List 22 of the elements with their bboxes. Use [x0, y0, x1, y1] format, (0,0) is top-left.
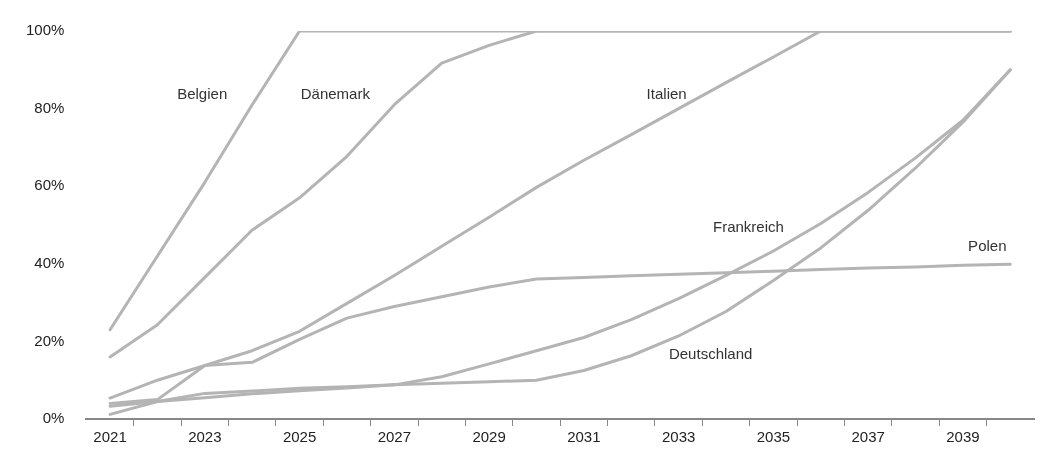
x-tick-label: 2027 — [377, 428, 412, 446]
y-tick-label: 40% — [34, 253, 65, 271]
series-label: Belgien — [177, 84, 228, 102]
x-tick-label: 2029 — [472, 428, 506, 446]
series-label: Deutschland — [668, 345, 753, 363]
x-tick-label: 2025 — [282, 428, 317, 446]
x-tick-label: 2023 — [188, 428, 222, 446]
x-tick-label: 2035 — [756, 428, 791, 446]
series-label: Dänemark — [300, 84, 371, 102]
series-label: Polen — [968, 237, 1007, 255]
x-tick-label: 2021 — [93, 428, 127, 446]
y-tick-label: 20% — [34, 331, 65, 349]
series-label: Italien — [646, 84, 687, 102]
series-label: Frankreich — [712, 218, 784, 236]
y-tick-label: 100% — [25, 21, 65, 39]
x-tick-label: 2037 — [851, 428, 885, 446]
y-tick-label: 80% — [34, 98, 65, 116]
x-tick-label: 2031 — [567, 428, 601, 446]
x-tick-label: 2033 — [661, 428, 696, 446]
x-tick-label: 2039 — [946, 428, 980, 446]
y-tick-label: 0% — [42, 409, 65, 427]
y-tick-label: 60% — [34, 176, 65, 194]
